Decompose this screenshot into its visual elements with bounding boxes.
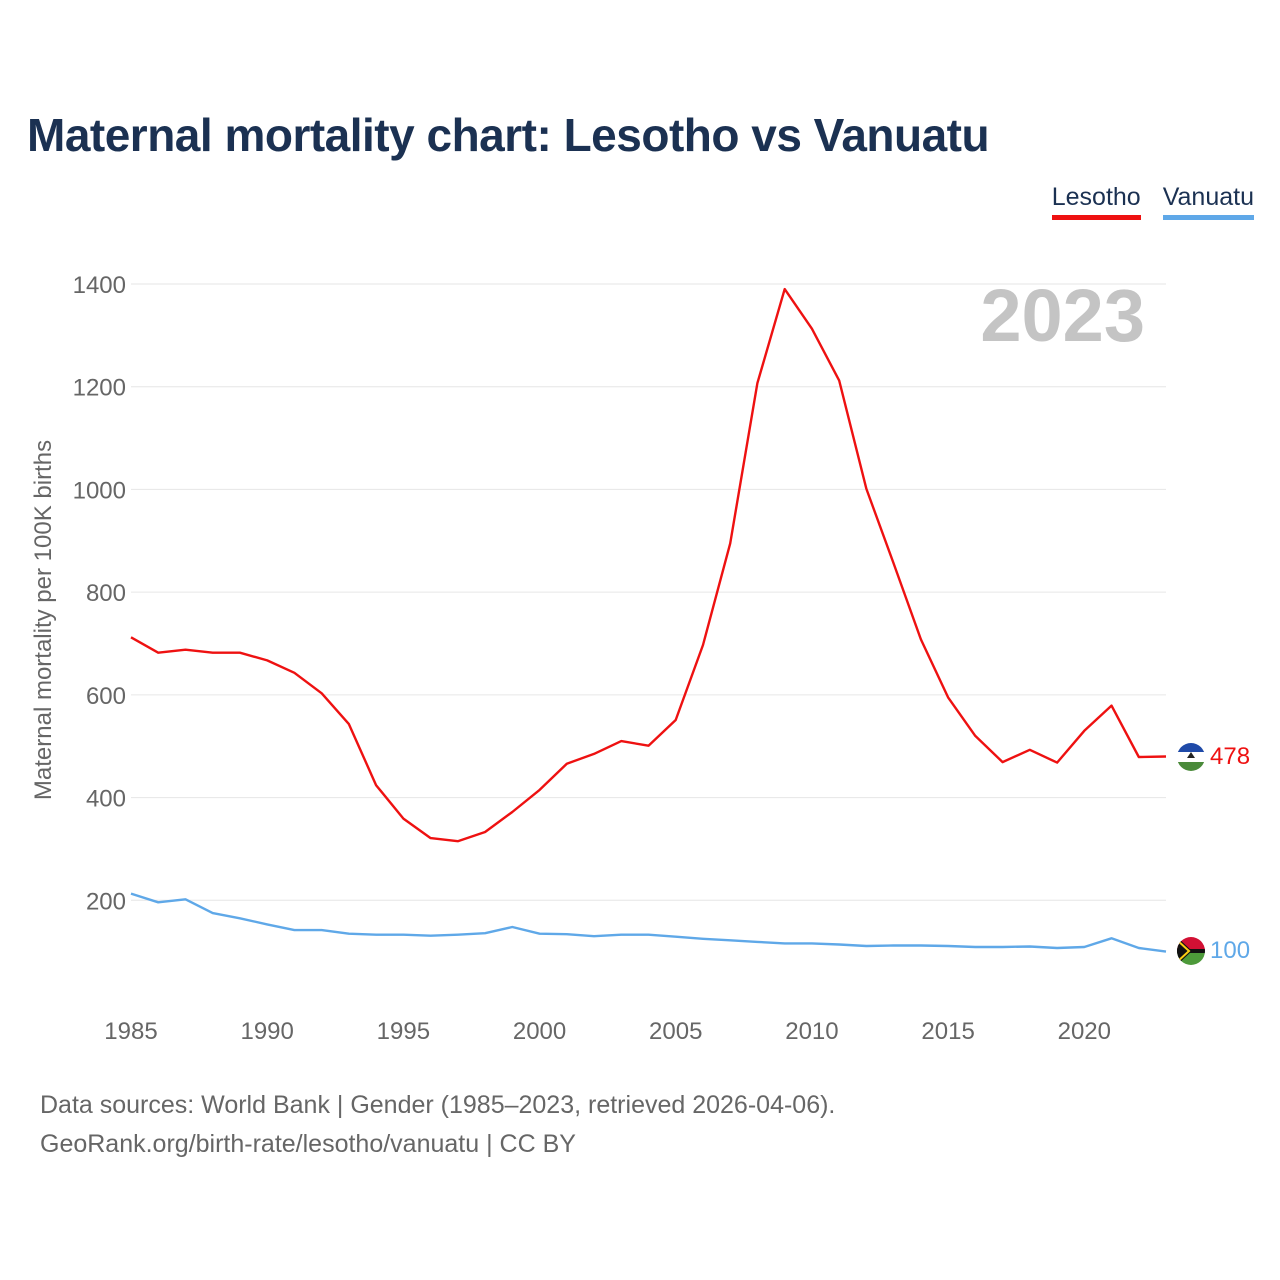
gridlines [131, 283, 1166, 901]
end-label-vanuatu: 100 [1210, 937, 1250, 964]
y-tick-label: 1400 [73, 272, 126, 299]
data-sources-text: Data sources: World Bank | Gender (1985–… [40, 1091, 836, 1119]
x-tick-label: 2000 [513, 1018, 566, 1045]
x-tick-label: 2010 [785, 1018, 838, 1045]
x-tick-label: 1990 [240, 1018, 293, 1045]
x-axis-ticks: 1985 1990 1995 2000 2005 2010 2015 2020 [104, 1018, 1111, 1045]
y-axis-ticks: 200 400 600 800 1000 1200 1400 [73, 272, 126, 915]
x-tick-label: 1985 [104, 1018, 157, 1045]
attribution-link[interactable]: GeoRank.org/birth-rate/lesotho/vanuatu |… [40, 1130, 576, 1158]
end-label-lesotho: 478 [1210, 743, 1250, 770]
flag-vanuatu-icon [1177, 937, 1205, 965]
y-tick-label: 800 [86, 580, 126, 607]
legend-item-lesotho[interactable]: Lesotho [1051, 183, 1141, 220]
x-tick-label: 2020 [1058, 1018, 1111, 1045]
x-tick-label: 1995 [377, 1018, 430, 1045]
series-lines [130, 287, 1167, 953]
y-tick-label: 1200 [73, 375, 126, 402]
series-line-vanuatu[interactable] [130, 892, 1167, 953]
x-tick-label: 2005 [649, 1018, 702, 1045]
y-tick-label: 600 [86, 683, 126, 710]
y-tick-label: 400 [86, 786, 126, 813]
legend: Lesotho Vanuatu [1051, 183, 1254, 220]
footer: Data sources: World Bank | Gender (1985–… [40, 1086, 835, 1164]
series-line-lesotho[interactable] [130, 287, 1167, 843]
y-axis-label: Maternal mortality per 100K births [30, 440, 57, 800]
y-tick-label: 1000 [73, 477, 126, 504]
chart-title: Maternal mortality chart: Lesotho vs Van… [27, 109, 990, 161]
legend-item-vanuatu[interactable]: Vanuatu [1162, 183, 1254, 220]
y-tick-label: 200 [86, 888, 126, 915]
year-watermark: 2023 [980, 274, 1145, 357]
x-tick-label: 2015 [921, 1018, 974, 1045]
flag-lesotho-icon [1177, 743, 1205, 771]
